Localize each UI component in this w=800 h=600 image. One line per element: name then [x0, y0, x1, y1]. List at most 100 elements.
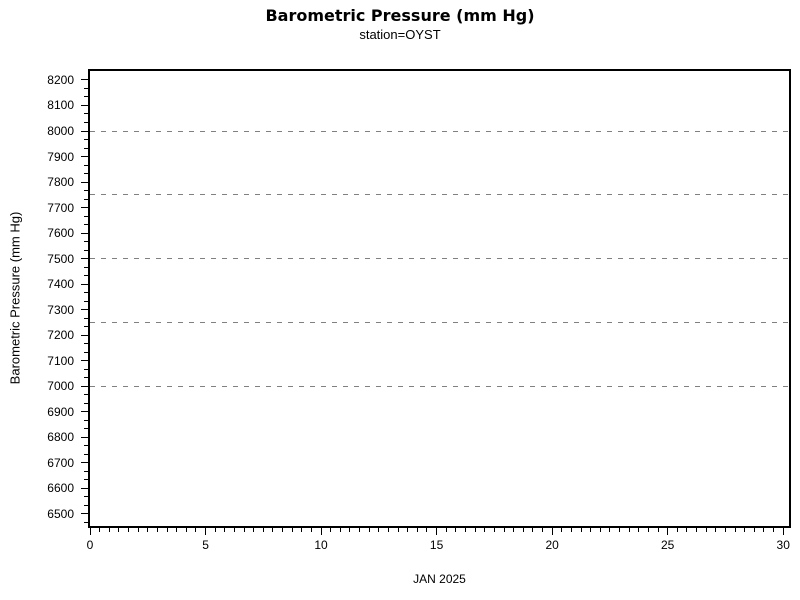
y-minor-tick: [84, 300, 88, 302]
x-minor-tick: [128, 528, 129, 532]
x-minor-tick: [108, 528, 110, 532]
x-tick-label: 20: [545, 538, 559, 552]
x-tick-label: 10: [314, 538, 328, 552]
y-reference-line: [90, 194, 789, 196]
y-reference-line: [90, 322, 789, 323]
x-minor-tick: [147, 528, 149, 532]
x-minor-tick: [291, 528, 293, 532]
x-minor-tick: [580, 528, 582, 532]
y-minor-tick: [84, 351, 88, 353]
x-minor-tick: [282, 528, 284, 532]
x-minor-tick: [310, 528, 312, 532]
y-minor-tick: [84, 428, 88, 430]
x-axis-title: JAN 2025: [413, 572, 466, 586]
y-tick-label: 7400: [47, 277, 74, 292]
x-minor-tick: [570, 528, 572, 532]
y-major-tick: [81, 258, 88, 260]
y-major-tick: [81, 360, 88, 362]
x-minor-tick: [272, 528, 274, 532]
y-tick-label: 7600: [47, 226, 74, 241]
y-minor-tick: [84, 522, 88, 523]
y-minor-tick: [84, 394, 88, 396]
x-minor-tick: [118, 528, 120, 532]
x-minor-tick: [339, 528, 341, 532]
x-minor-tick: [773, 528, 775, 532]
y-minor-tick: [84, 419, 88, 421]
x-minor-tick: [657, 528, 659, 532]
x-minor-tick: [724, 528, 726, 532]
x-minor-tick: [744, 528, 746, 532]
x-major-tick: [320, 528, 322, 535]
x-minor-tick: [349, 528, 351, 532]
chart-title: Barometric Pressure (mm Hg): [265, 6, 535, 25]
y-major-tick: [81, 207, 88, 209]
x-minor-tick: [214, 528, 216, 532]
y-minor-tick: [84, 479, 88, 481]
y-reference-line: [90, 258, 789, 260]
y-major-tick: [81, 79, 88, 81]
y-minor-tick: [84, 198, 88, 200]
y-minor-tick: [84, 147, 88, 149]
x-minor-tick: [387, 528, 389, 532]
x-minor-tick: [166, 528, 168, 532]
x-minor-tick: [330, 528, 332, 532]
y-tick-label: 6500: [47, 506, 74, 521]
x-minor-tick: [301, 528, 303, 532]
y-major-tick: [81, 309, 88, 311]
x-tick-label: 5: [202, 538, 209, 552]
x-minor-tick: [474, 528, 476, 532]
y-minor-tick: [84, 343, 88, 345]
y-tick-label: 7100: [47, 353, 74, 368]
y-tick-label: 7000: [47, 379, 74, 394]
x-minor-tick: [455, 528, 457, 532]
y-minor-tick: [84, 377, 88, 379]
y-major-tick: [81, 411, 88, 413]
x-minor-tick: [137, 528, 139, 532]
y-minor-tick: [84, 139, 88, 140]
y-minor-tick: [84, 173, 88, 175]
y-tick-label: 6800: [47, 430, 74, 445]
x-minor-tick: [628, 528, 630, 532]
x-minor-tick: [522, 528, 524, 532]
y-tick-label: 7900: [47, 149, 74, 164]
y-reference-line: [90, 385, 789, 387]
x-minor-tick: [176, 528, 178, 532]
y-tick-label: 6900: [47, 404, 74, 419]
y-major-tick: [81, 385, 88, 387]
plot-area: 6500 6600 6700 6800 6900 7000 7100 7200 7300 7400…: [47, 69, 791, 552]
y-tick-label: 8200: [47, 72, 74, 87]
x-minor-tick: [561, 528, 563, 532]
x-tick-label: 0: [86, 538, 94, 552]
y-major-tick: [81, 436, 88, 438]
y-major-tick: [81, 513, 88, 515]
x-minor-tick: [253, 528, 255, 532]
y-major-tick: [81, 130, 88, 132]
x-minor-tick: [397, 528, 399, 532]
x-minor-tick: [464, 528, 466, 532]
y-minor-tick: [84, 249, 88, 251]
y-tick-label: 7300: [47, 302, 74, 317]
x-major-tick: [89, 528, 91, 535]
chart-subtitle: station=OYST: [359, 27, 441, 42]
y-minor-tick: [84, 317, 88, 319]
y-minor-tick: [84, 275, 88, 277]
x-major-tick: [667, 528, 669, 535]
x-minor-tick: [696, 528, 698, 532]
y-major-tick: [81, 181, 88, 183]
x-major-tick: [782, 528, 784, 535]
y-tick-label: 8100: [47, 98, 74, 113]
y-minor-tick: [84, 266, 88, 268]
x-minor-tick: [484, 528, 486, 532]
y-tick-label: 7200: [47, 328, 74, 343]
y-minor-tick: [84, 402, 88, 404]
x-minor-tick: [715, 528, 717, 532]
x-tick-label: 30: [776, 538, 790, 552]
x-minor-tick: [647, 528, 649, 532]
x-major-tick: [436, 528, 438, 535]
y-minor-tick: [84, 368, 88, 370]
y-major-tick: [81, 232, 88, 234]
x-major-tick: [551, 528, 553, 535]
x-minor-tick: [195, 528, 197, 532]
x-minor-tick: [705, 528, 707, 532]
